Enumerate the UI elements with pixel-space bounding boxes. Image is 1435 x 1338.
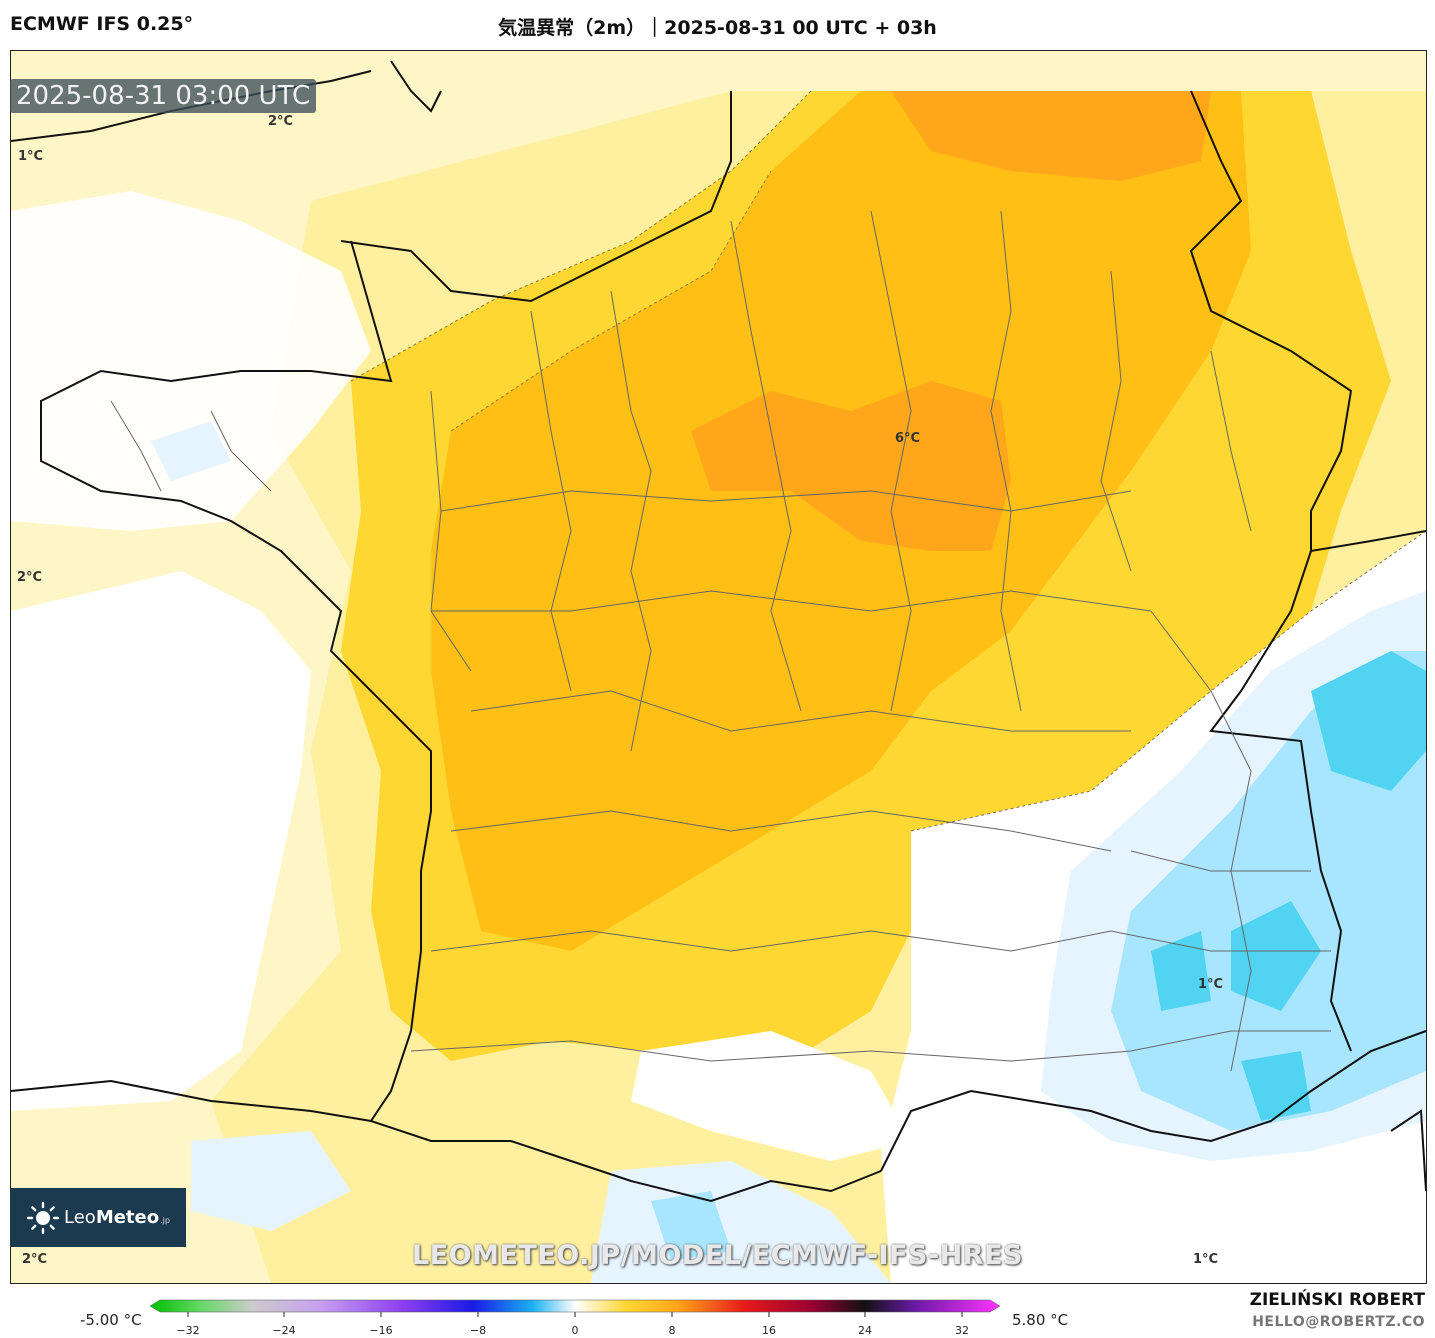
temp-label: 1°C [1193,1252,1219,1267]
colorbar-tick: 32 [955,1324,969,1337]
leometeo-logo[interactable]: LeoMeteo.jp [10,1188,186,1247]
colorbar-tick: 0 [571,1324,579,1337]
colorbar [150,1299,1000,1317]
chart-title: 気温異常（2m）｜2025-08-31 00 UTC + 03h [498,17,937,39]
sun-icon [26,1201,60,1234]
colorbar-tick: 8 [668,1324,676,1337]
author-name: ZIELIŃSKI ROBERT [1249,1290,1425,1310]
colorbar-tick: 24 [858,1324,872,1337]
colorbar-tick: −8 [469,1324,487,1337]
colorbar-tick: −32 [176,1324,200,1337]
temp-label: 2°C [22,1252,48,1267]
map-timestamp: 2025-08-31 03:00 UTC [10,79,317,113]
watermark-url: LEOMETEO.JP/MODEL/ECMWF-IFS-HRES [412,1240,1023,1271]
temp-label: 1°C [1198,977,1224,992]
temp-label: 2°C [17,570,43,585]
colorbar-max-label: 5.80 °C [1012,1311,1069,1329]
anomaly-map-svg [11,51,1426,1283]
colorbar-min-label: -5.00 °C [80,1311,142,1329]
model-name: ECMWF IFS 0.25° [10,13,194,35]
temp-label: 6°C [895,431,921,446]
logo-text: LeoMeteo.jp [64,1207,170,1228]
temp-label: 2°C [268,114,294,129]
colorbar-tick: −16 [369,1324,393,1337]
temp-label: 1°C [18,149,44,164]
colorbar-tick: −24 [272,1324,296,1337]
temperature-anomaly-map [10,50,1427,1284]
author-email[interactable]: HELLO@ROBERTZ.CO [1252,1314,1425,1330]
colorbar-tick: 16 [762,1324,776,1337]
